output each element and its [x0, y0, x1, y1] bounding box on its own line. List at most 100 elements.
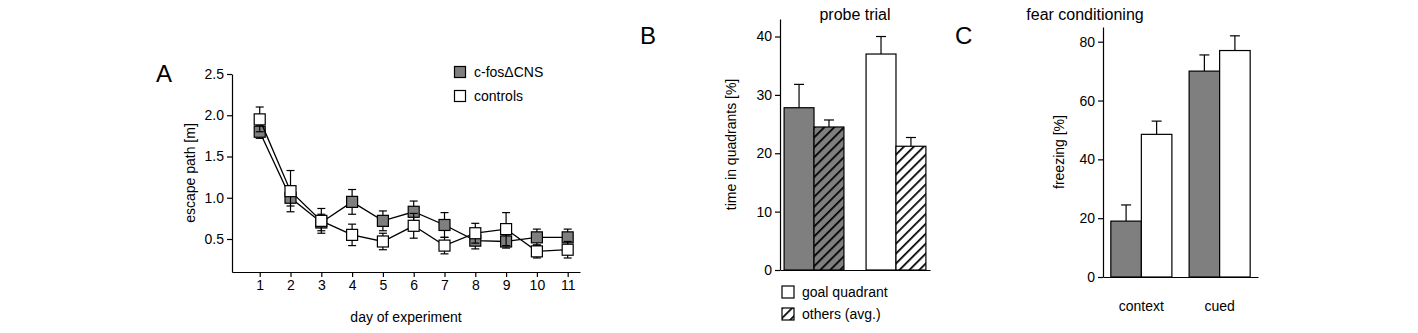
- error-bar-cap: [876, 36, 886, 37]
- panel: 020406080contextcuedCfear conditioningfr…: [955, 6, 1259, 314]
- error-bar-cap: [440, 253, 448, 254]
- y-axis: 010203040: [756, 20, 780, 278]
- x-tick: 9: [503, 272, 511, 293]
- x-axis: 1234567891011: [233, 272, 581, 293]
- error-bar-cap: [256, 106, 264, 107]
- error-bar-stem: [910, 137, 911, 146]
- chart-title: fear conditioning: [1026, 6, 1143, 23]
- error-bar-cap: [564, 241, 572, 242]
- legend-swatch: [782, 286, 794, 298]
- y-tick-label: 20: [1079, 210, 1095, 226]
- y-tick-label: 30: [756, 87, 772, 103]
- series-line: [260, 119, 568, 251]
- x-tick: 11: [561, 272, 576, 293]
- x-tick-label: context: [1119, 298, 1164, 314]
- error-bar: [1230, 36, 1240, 51]
- y-tick-mark: [775, 95, 780, 96]
- x-tick: 7: [441, 272, 449, 293]
- y-axis-line: [232, 75, 233, 273]
- x-tick-label: 1: [256, 277, 264, 293]
- y-tick: 80: [1079, 34, 1103, 50]
- y-tick: 1.0: [205, 190, 232, 206]
- y-tick: 0.5: [205, 231, 232, 247]
- error-bar-cap: [317, 233, 325, 234]
- y-tick: 1.5: [205, 148, 232, 164]
- panel: 010203040goal quadrantothers (avg.)Bprob…: [640, 6, 931, 322]
- y-axis-title: time in quadrants [%]: [723, 79, 739, 211]
- error-bar-cap: [906, 137, 916, 138]
- x-tick-label: 3: [318, 277, 326, 293]
- figure-container: 0.51.01.52.02.51234567891011c-fosΔCNScon…: [0, 0, 1418, 333]
- error-bar-cap: [379, 230, 387, 231]
- y-tick: 20: [1079, 210, 1103, 226]
- y-tick-label: 0.5: [205, 231, 225, 247]
- marker: [285, 186, 296, 197]
- y-axis: 0.51.01.52.02.5: [205, 66, 233, 273]
- y-axis-line: [1103, 28, 1104, 278]
- error-bar-cap: [287, 170, 295, 171]
- error-bar-cap: [348, 224, 356, 225]
- error-bar-cap: [564, 229, 572, 230]
- x-axis-line: [233, 272, 581, 273]
- x-axis-line: [1104, 277, 1259, 278]
- error-bar-cap: [471, 243, 479, 244]
- error-bar: [1199, 55, 1209, 71]
- marker: [470, 228, 481, 239]
- series: [254, 125, 573, 249]
- legend: goal quadrantothers (avg.): [782, 284, 888, 322]
- y-tick-label: 0: [1087, 269, 1095, 285]
- series: [814, 120, 926, 270]
- y-tick-mark: [1098, 159, 1103, 160]
- error-bar-cap: [379, 233, 387, 234]
- y-tick-mark: [227, 74, 232, 75]
- legend-label: others (avg.): [802, 306, 881, 322]
- error-bar-cap: [533, 229, 541, 230]
- marker: [439, 240, 450, 251]
- error-bar-cap: [348, 245, 356, 246]
- panel-label: A: [156, 60, 172, 87]
- error-bar-cap: [824, 119, 834, 120]
- legend-swatch: [455, 91, 466, 102]
- series: [784, 37, 896, 270]
- bar: [1141, 134, 1172, 277]
- y-axis-title: freezing [%]: [1051, 115, 1067, 189]
- x-axis: [781, 270, 931, 271]
- error-bar-cap: [1121, 204, 1131, 205]
- x-tick: context: [1119, 277, 1164, 314]
- bar: [784, 108, 814, 270]
- bar: [1189, 71, 1220, 277]
- legend-swatch: [782, 308, 794, 320]
- x-tick-label: 2: [287, 277, 295, 293]
- bar: [896, 146, 926, 270]
- error-bar-cap: [440, 237, 448, 238]
- y-tick-mark: [1098, 42, 1103, 43]
- marker: [347, 196, 358, 207]
- x-tick-label: 7: [441, 277, 449, 293]
- series: [1111, 55, 1220, 277]
- plot-area: [1111, 36, 1250, 277]
- error-bar-stem: [1234, 36, 1235, 51]
- marker: [531, 232, 542, 243]
- chart-title: probe trial: [819, 6, 890, 23]
- error-bar-cap: [533, 257, 541, 258]
- error-bar-cap: [348, 189, 356, 190]
- legend-label: controls: [474, 88, 523, 104]
- figure: 0.51.01.52.02.51234567891011c-fosΔCNScon…: [0, 0, 1418, 333]
- error-bar-cap: [533, 244, 541, 245]
- y-tick: 10: [756, 204, 780, 220]
- error-bar-cap: [1230, 35, 1240, 36]
- x-tick-label: 5: [380, 277, 388, 293]
- x-tick-label: cued: [1204, 298, 1234, 314]
- bar: [866, 54, 896, 270]
- x-tick: 3: [318, 272, 326, 293]
- error-bar: [794, 84, 804, 107]
- plot-area: [784, 37, 926, 270]
- y-tick: 2.0: [205, 107, 232, 123]
- error-bar-cap: [1152, 121, 1162, 122]
- error-bar-cap: [794, 84, 804, 85]
- y-tick-mark: [227, 198, 232, 199]
- y-tick-mark: [775, 36, 780, 37]
- marker: [562, 244, 573, 255]
- error-bar-cap: [410, 213, 418, 214]
- bar: [1111, 221, 1142, 277]
